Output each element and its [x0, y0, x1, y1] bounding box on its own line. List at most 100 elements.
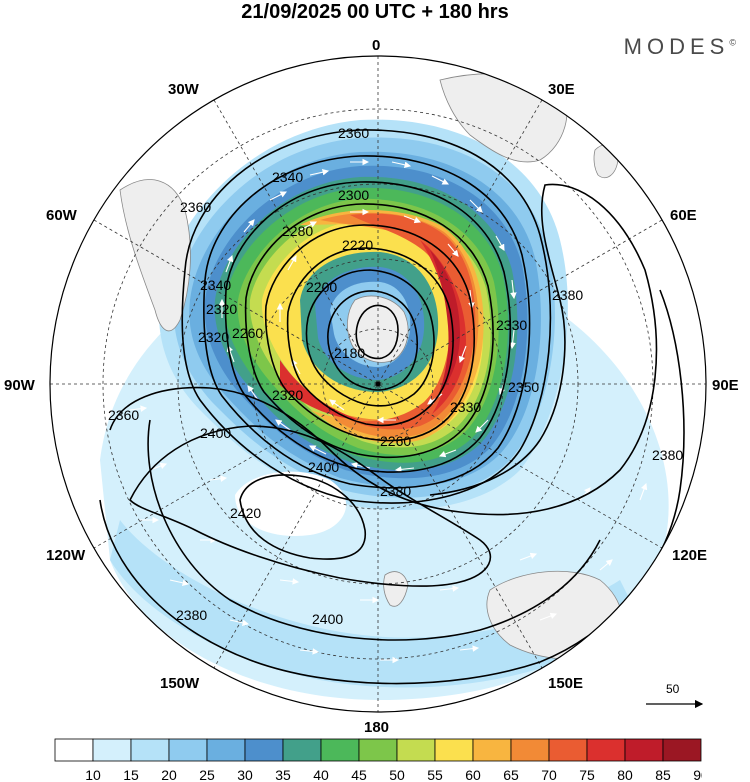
- wind-arrow: [510, 279, 517, 300]
- wind-arrow: [279, 578, 300, 585]
- wind-arrow: [243, 219, 255, 233]
- wind-arrow: [247, 385, 259, 401]
- contour-2380-outer: [99, 289, 685, 685]
- contour-label: 2320: [272, 387, 303, 403]
- colorbar-swatch: [662, 738, 702, 762]
- meridian-30w-150e: [213, 99, 543, 669]
- wind-arrow: [495, 235, 505, 251]
- copyright-mark: ©: [729, 37, 736, 48]
- contour-label: 2330: [496, 317, 527, 333]
- wind-arrow: [309, 168, 330, 176]
- meridian-30e-150w: [213, 99, 543, 669]
- wind-arrow: [438, 449, 457, 458]
- contour-2360: [181, 129, 552, 504]
- colorbar-tick-label: 30: [237, 767, 253, 782]
- colorbar-tick-label: 65: [503, 767, 519, 782]
- colorbar-tick-label: 60: [465, 767, 481, 782]
- contour-2400-outer: [147, 419, 601, 641]
- wind-arrow: [599, 559, 613, 571]
- contour-label: 2330: [450, 399, 481, 415]
- shade-band-80-west: [280, 360, 360, 420]
- colorbar-tick-label: 85: [655, 767, 671, 782]
- wind-arrow: [287, 255, 297, 271]
- colorbar-tick-label: 25: [199, 767, 215, 782]
- reference-vector: 50: [640, 682, 710, 712]
- latitude-circle-1: [322, 328, 434, 440]
- wind-arrow: [599, 259, 608, 280]
- latitude-circle-2: [252, 258, 504, 510]
- map-title: 21/09/2025 00 UTC + 180 hrs: [241, 1, 509, 23]
- map-disc-content: 2360 2340 2300 2280 2220 2200 2180 2360 …: [50, 56, 706, 712]
- contour-label: 2350: [508, 379, 539, 395]
- geopotential-contours: [99, 129, 685, 685]
- contour-2340: [203, 155, 531, 489]
- contour-label: 2380: [552, 287, 583, 303]
- colorbar-tick-label: 40: [313, 767, 329, 782]
- colorbar-swatch: [358, 738, 398, 762]
- wind-arrow: [579, 487, 591, 501]
- lon-label-180: 180: [364, 719, 389, 736]
- contour-label: 2320: [206, 301, 237, 317]
- wind-arrow: [129, 405, 148, 412]
- contour-2300: [244, 203, 494, 459]
- contour-label: 2360: [108, 407, 139, 423]
- colorbar-tick-label: 50: [389, 767, 405, 782]
- colorbar-svg: 10 15 20 25 30 35 40 45 50 55 60 65 70 75 80 85 90: [54, 738, 702, 782]
- colorbar-tick-label: 55: [427, 767, 443, 782]
- contour-label: 2380: [176, 607, 207, 623]
- colorbar-swatch: [548, 738, 588, 762]
- contour-2260: [286, 247, 454, 427]
- longitude-labels: 0 180 90W 90E 30W 30E 60W 60E 120W 120E …: [4, 37, 739, 736]
- colorbar-swatch: [472, 738, 512, 762]
- wind-arrow: [149, 462, 168, 471]
- wind-arrow: [299, 221, 317, 231]
- contour-label: 2420: [230, 505, 261, 521]
- wind-arrow: [618, 319, 625, 340]
- contour-label: 2180: [334, 345, 365, 361]
- colorbar-swatch: [510, 738, 550, 762]
- contour-label: 2280: [282, 223, 313, 239]
- map-boundary: [49, 55, 707, 713]
- wind-arrow: [439, 585, 460, 592]
- wind-arrow: [169, 579, 190, 587]
- colorbar-tick-label: 70: [541, 767, 557, 782]
- lon-label-30w: 30W: [168, 81, 200, 98]
- colorbar-tick-label: 80: [617, 767, 633, 782]
- wind-arrow: [209, 475, 228, 482]
- colorbar-swatch: [54, 738, 94, 762]
- contour-label: 2340: [272, 169, 303, 185]
- lon-label-120w: 120W: [46, 547, 86, 564]
- contour-label: 2360: [338, 125, 369, 141]
- contour-label: 2200: [306, 279, 337, 295]
- wind-arrow: [639, 482, 648, 501]
- meridian-60w-120e: [93, 219, 663, 549]
- contour-label: 2260: [380, 433, 411, 449]
- contour-label: 2300: [338, 187, 369, 203]
- contour-2200: [327, 290, 418, 391]
- contour-label: 2400: [312, 611, 343, 627]
- wind-arrow: [269, 191, 287, 201]
- colorbar-swatch: [282, 738, 322, 762]
- contour-label: 2320: [198, 329, 229, 345]
- lon-label-150w: 150W: [160, 675, 200, 692]
- contour-label: 2380: [652, 447, 683, 463]
- wind-arrow: [649, 320, 657, 341]
- colorbar-swatch: [244, 738, 284, 762]
- reference-vector-label: 50: [666, 682, 680, 696]
- wind-arrow: [225, 254, 234, 273]
- shade-band-20-south: [110, 520, 640, 688]
- polar-map: 2360 2340 2300 2280 2220 2200 2180 2360 …: [4, 37, 739, 736]
- wind-arrow: [350, 461, 371, 469]
- colorbar-swatch: [586, 738, 626, 762]
- graticule: [50, 56, 706, 712]
- lon-label-0: 0: [372, 37, 380, 54]
- colorbar-swatch: [206, 738, 246, 762]
- lon-label-120e: 120E: [672, 547, 707, 564]
- colorbar-swatch: [396, 738, 436, 762]
- meridian-60e-120w: [93, 219, 663, 549]
- wind-arrow: [431, 175, 449, 185]
- modes-brand-logo: MODES©: [624, 34, 736, 60]
- wind-arrow: [459, 645, 480, 652]
- wind-arrow: [519, 552, 538, 561]
- lon-label-90e: 90E: [712, 377, 739, 394]
